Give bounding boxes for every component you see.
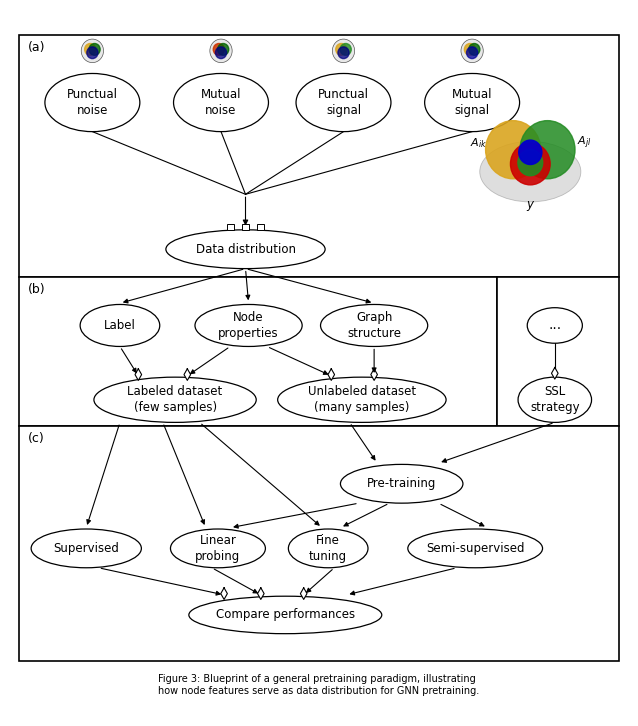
Circle shape	[466, 47, 478, 59]
Polygon shape	[184, 369, 191, 380]
Ellipse shape	[166, 230, 325, 269]
Ellipse shape	[408, 529, 542, 568]
Text: Pre-training: Pre-training	[367, 477, 436, 490]
Ellipse shape	[189, 596, 382, 634]
Text: $A_{jl}$: $A_{jl}$	[577, 135, 591, 152]
Circle shape	[518, 150, 543, 176]
Text: Punctual
noise: Punctual noise	[67, 88, 118, 117]
Polygon shape	[258, 588, 264, 600]
Text: Fine
tuning: Fine tuning	[309, 534, 347, 563]
Text: $A_{ik}$: $A_{ik}$	[470, 136, 487, 150]
Ellipse shape	[480, 142, 581, 202]
Bar	[19, 277, 496, 425]
Bar	[257, 224, 265, 230]
Text: SSL
strategy: SSL strategy	[530, 386, 579, 415]
Circle shape	[338, 47, 349, 59]
Circle shape	[486, 121, 541, 179]
Text: Node
properties: Node properties	[218, 311, 279, 340]
Text: Punctual
signal: Punctual signal	[318, 88, 369, 117]
Ellipse shape	[288, 529, 368, 568]
Text: Mutual
noise: Mutual noise	[201, 88, 241, 117]
Polygon shape	[371, 369, 378, 380]
Polygon shape	[300, 588, 307, 600]
Circle shape	[213, 44, 225, 55]
Text: Mutual
signal: Mutual signal	[452, 88, 493, 117]
Polygon shape	[135, 369, 142, 380]
Circle shape	[510, 143, 550, 185]
Circle shape	[85, 44, 96, 55]
Text: (a): (a)	[28, 41, 45, 54]
Text: Linear
probing: Linear probing	[195, 534, 241, 563]
Circle shape	[519, 140, 542, 165]
Circle shape	[340, 44, 352, 55]
Circle shape	[81, 39, 103, 62]
Circle shape	[464, 44, 475, 55]
Ellipse shape	[341, 465, 463, 503]
Circle shape	[332, 39, 355, 62]
Text: Supervised: Supervised	[54, 542, 119, 555]
Bar	[496, 277, 619, 425]
Text: $y$: $y$	[526, 199, 535, 213]
Circle shape	[469, 44, 480, 55]
Text: Graph
structure: Graph structure	[347, 311, 401, 340]
Ellipse shape	[296, 73, 391, 131]
Text: Compare performances: Compare performances	[216, 608, 355, 621]
Ellipse shape	[174, 73, 269, 131]
Ellipse shape	[80, 304, 160, 346]
Bar	[226, 224, 234, 230]
Bar	[19, 425, 619, 661]
Text: Data distribution: Data distribution	[195, 242, 295, 256]
Text: Figure 3: Blueprint of a general pretraining paradigm, illustrating
how node fea: Figure 3: Blueprint of a general pretrai…	[158, 674, 480, 696]
Ellipse shape	[518, 377, 591, 423]
Ellipse shape	[278, 377, 446, 423]
Circle shape	[336, 44, 347, 55]
Ellipse shape	[31, 529, 142, 568]
Text: (c): (c)	[28, 432, 45, 445]
Text: (b): (b)	[28, 283, 46, 296]
Circle shape	[216, 47, 226, 59]
Text: Label: Label	[104, 319, 136, 332]
Circle shape	[89, 44, 100, 55]
Ellipse shape	[425, 73, 519, 131]
Circle shape	[210, 39, 232, 62]
Ellipse shape	[320, 304, 427, 346]
Ellipse shape	[94, 377, 256, 423]
Polygon shape	[551, 367, 558, 379]
Ellipse shape	[527, 308, 582, 343]
Polygon shape	[221, 588, 227, 600]
Ellipse shape	[170, 529, 265, 568]
Text: Semi-supervised: Semi-supervised	[426, 542, 524, 555]
Text: Labeled dataset
(few samples): Labeled dataset (few samples)	[128, 386, 223, 415]
Text: Unlabeled dataset
(many samples): Unlabeled dataset (many samples)	[308, 386, 416, 415]
Text: ...: ...	[548, 319, 561, 333]
Ellipse shape	[45, 73, 140, 131]
Circle shape	[87, 47, 98, 59]
Bar	[242, 224, 249, 230]
Circle shape	[461, 39, 483, 62]
Ellipse shape	[195, 304, 302, 346]
Circle shape	[520, 121, 575, 179]
Polygon shape	[328, 369, 334, 380]
Bar	[19, 35, 619, 277]
Circle shape	[218, 44, 229, 55]
